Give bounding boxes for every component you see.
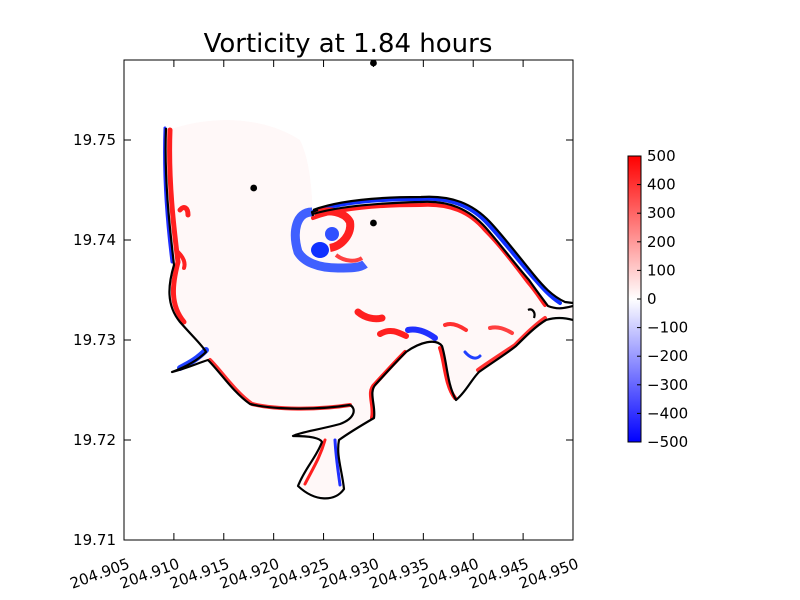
marker-station-2: [370, 219, 377, 227]
colorbar-tick-label: −500: [647, 433, 688, 451]
open-water: [124, 60, 573, 307]
colorbar-tick-label: 400: [647, 176, 676, 194]
eddy-pair: [290, 207, 368, 273]
colorbar-tick-label: −100: [647, 319, 688, 337]
colorbar-tick-label: −400: [647, 404, 688, 422]
y-axis: 19.71 19.72 19.73 19.74 19.75: [73, 131, 573, 549]
colorbar-tick-label: −300: [647, 376, 688, 394]
colorbar-tick-label: 500: [647, 147, 676, 165]
colorbar-ticks: 500 400 300 200 100 0 −100 −200 −300 −400 −500: [637, 147, 688, 451]
coastline: [164, 127, 573, 500]
y-tick-label: 19.75: [73, 131, 116, 149]
plot-frame: [123, 59, 574, 541]
marker-station-1: [250, 184, 258, 192]
colorbar-tick-label: 300: [647, 204, 676, 222]
y-tick-label: 19.74: [73, 231, 116, 249]
chart-title: Vorticity at 1.84 hours: [204, 29, 493, 59]
colorbar-tick-label: 0: [647, 290, 657, 308]
y-tick-label: 19.72: [73, 431, 116, 449]
plot-area: [124, 60, 573, 540]
y-tick-label: 19.73: [73, 331, 116, 349]
bay-patches: [176, 205, 514, 360]
colorbar-tick-label: −200: [647, 347, 688, 365]
colorbar: 500 400 300 200 100 0 −100 −200 −300 −400 −500: [627, 147, 688, 451]
bay-water: [167, 120, 573, 497]
colorbar-tick-label: 100: [647, 261, 676, 279]
y-tick-label: 19.71: [73, 531, 116, 549]
colorbar-tick-label: 200: [647, 233, 676, 251]
